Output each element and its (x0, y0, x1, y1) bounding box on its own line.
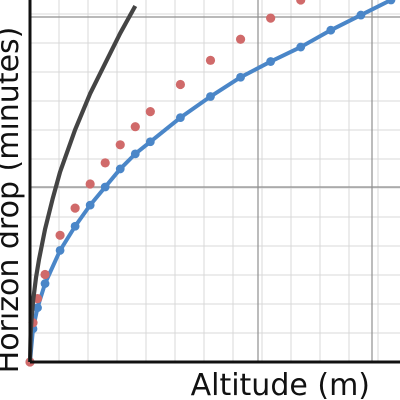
data-point-blue (40, 279, 50, 288)
data-point-blue (115, 164, 125, 174)
data-point-blue (176, 113, 185, 123)
major-grid (30, 0, 400, 362)
series-line-blue (28, 0, 392, 363)
y-axis-label: Horizon drop (minutes) (0, 27, 26, 374)
data-point-blue (130, 149, 140, 159)
data-point-red (85, 179, 95, 189)
data-point-red (40, 269, 50, 280)
data-point-blue (206, 92, 215, 101)
data-point-red (55, 230, 65, 240)
data-point-blue (33, 303, 42, 313)
series-layer (25, 0, 396, 367)
data-point-blue (236, 72, 245, 82)
data-point-red (296, 0, 306, 5)
minor-grid (30, 0, 400, 362)
data-point-red (235, 34, 246, 44)
x-axis-label: Altitude (m) (191, 368, 370, 400)
data-point-blue (55, 245, 65, 255)
data-point-red (266, 13, 276, 23)
data-point-blue (85, 200, 95, 210)
data-point-blue (386, 0, 396, 5)
data-point-blue (326, 25, 336, 35)
data-point-red (70, 203, 80, 213)
data-point-blue (296, 42, 306, 52)
data-point-red (205, 55, 216, 65)
series-line-dark (27, 5, 138, 363)
data-point-blue (266, 57, 276, 66)
data-point-red (175, 79, 186, 90)
data-point-red (145, 107, 155, 117)
data-point-red (115, 140, 125, 150)
data-point-red (130, 122, 140, 132)
data-point-blue (100, 182, 110, 192)
axes-layer (28, 0, 400, 364)
data-point-blue (356, 10, 366, 20)
data-point-red (100, 158, 110, 168)
data-point-blue (145, 137, 155, 147)
data-point-blue (70, 221, 80, 231)
